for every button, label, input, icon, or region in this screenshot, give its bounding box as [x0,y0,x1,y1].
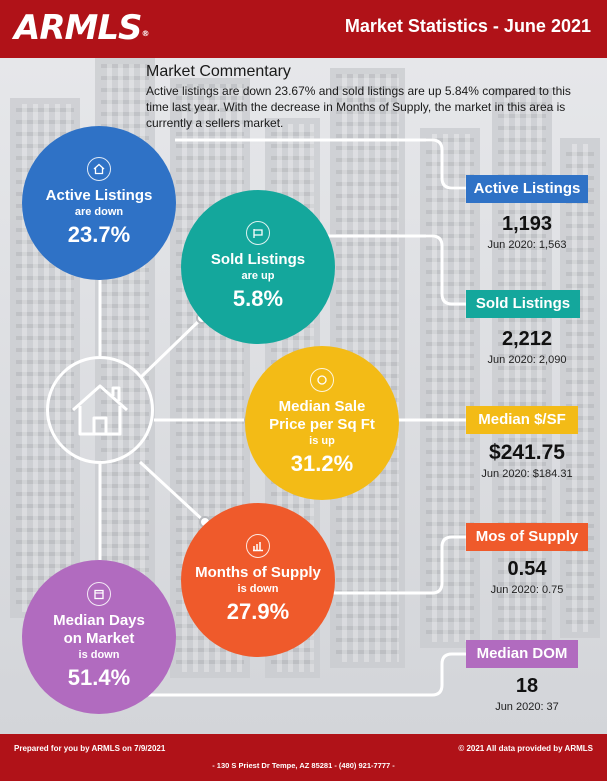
active-listings-tag: Active Listings [466,175,588,203]
circle-label-line1: Median Sale [278,398,366,415]
circle-percent: 31.2% [290,451,354,476]
sold-listings-value: 2,212 [501,328,553,350]
circle-label: Active Listings [45,187,153,204]
median-dom-prev: Jun 2020: 37 [495,701,559,713]
sold-listings-circle: Sold Listings are up 5.8% [181,190,335,344]
house-hub [46,356,154,464]
median-sqft-value: $241.75 [489,441,565,464]
circle-direction: are down [74,206,124,218]
active-listings-value: 1,193 [501,213,553,235]
calendar-icon [87,582,111,606]
circle-direction: is down [78,649,120,661]
median-sqft-prev: Jun 2020: $184.31 [481,468,573,480]
commentary-heading: Market Commentary [146,63,291,80]
prepared-by: Prepared for you by ARMLS on 7/9/2021 [14,744,166,753]
circle-percent: 27.9% [226,599,290,624]
median-price-sqft-circle: Median Sale Price per Sq Ft is up 31.2% [245,346,399,500]
footer-bar: Prepared for you by ARMLS on 7/9/2021 © … [0,734,607,781]
house-icon [87,157,111,181]
mos-supply-tag: Mos of Supply [466,523,588,551]
circle-label: Sold Listings [210,251,306,268]
circle-direction: are up [241,270,275,282]
mos-supply-value: 0.54 [507,558,547,580]
page-title: Market Statistics - June 2021 [344,16,591,36]
circle-label-line2: Price per Sq Ft [269,416,375,433]
mos-supply-prev: Jun 2020: 0.75 [490,584,564,596]
sold-listings-tag: Sold Listings [466,290,580,318]
circle-direction: is up [309,435,335,447]
circle-percent: 51.4% [67,665,131,690]
median-dom-value: 18 [515,675,539,697]
coin-icon [310,368,334,392]
circle-label-line2: on Market [63,630,135,647]
circle-percent: 5.8% [232,286,284,311]
circle-direction: is down [237,583,279,595]
sold-sign-icon [246,221,270,245]
months-of-supply-circle: Months of Supply is down 27.9% [181,503,335,657]
sold-listings-prev: Jun 2020: 2,090 [487,354,567,366]
address: - 130 S Priest Dr Tempe, AZ 85281 - (480… [212,761,395,770]
commentary-body: Active listings are down 23.67% and sold… [146,84,571,130]
house-icon [72,384,128,436]
circle-label: Months of Supply [195,564,321,581]
median-dom-tag: Median DOM [466,640,578,668]
active-listings-circle: Active Listings are down 23.7% [22,126,176,280]
circle-label-line1: Median Days [53,612,145,629]
chart-icon [246,534,270,558]
median-dom-circle: Median Days on Market is down 51.4% [22,560,176,714]
header-bar: ARMLS® Market Statistics - June 2021 [0,0,607,58]
circle-percent: 23.7% [67,222,131,247]
median-sqft-tag: Median $/SF [466,406,578,434]
copyright: © 2021 All data provided by ARMLS [458,744,593,753]
armls-logo: ARMLS® [14,8,149,48]
market-commentary: Market Commentary Active listings are do… [146,63,586,131]
active-listings-prev: Jun 2020: 1,563 [487,239,567,251]
